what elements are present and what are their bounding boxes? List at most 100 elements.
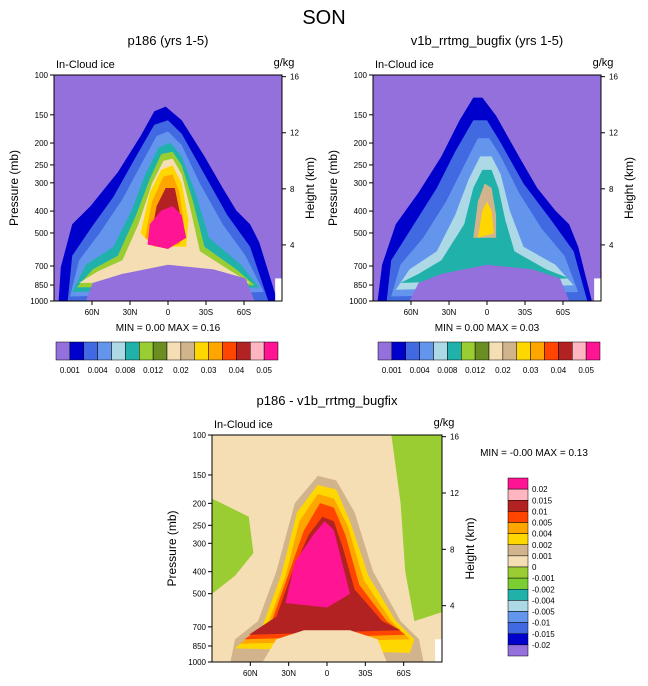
colorbar-swatch xyxy=(166,341,182,361)
x-tick-label: 30N xyxy=(281,669,296,678)
colorbar-label: -0.004 xyxy=(532,596,555,605)
colorbar-label: 0.001 xyxy=(532,552,553,561)
colorbar-label: -0.005 xyxy=(532,608,555,617)
y-tick-label: 100 xyxy=(35,71,49,80)
y-tick-label: 150 xyxy=(354,111,368,120)
colorbar-label: 0.03 xyxy=(201,366,217,375)
colorbar-swatch xyxy=(208,341,223,361)
colorbar-swatch xyxy=(447,341,462,361)
colorbar-label: 0.04 xyxy=(229,366,245,375)
height-tick-label: 4 xyxy=(609,241,614,250)
y-axis-label: Pressure (mb) xyxy=(165,510,179,586)
y-tick-label: 250 xyxy=(354,161,368,170)
colorbar-label: -0.001 xyxy=(532,574,555,583)
units-label: g/kg xyxy=(593,57,614,69)
colorbar-swatch xyxy=(507,488,529,501)
colorbar-swatch xyxy=(507,511,529,523)
right-axis-label: Height (km) xyxy=(622,157,636,219)
colorbar-label: 0.005 xyxy=(532,519,553,528)
x-tick-label: 30S xyxy=(518,308,532,317)
colorbar-swatch xyxy=(507,477,529,490)
colorbar-label: 0.02 xyxy=(173,366,189,375)
height-tick-label: 12 xyxy=(609,129,618,138)
variable-label: In-Cloud ice xyxy=(56,59,115,71)
y-tick-label: 850 xyxy=(35,281,49,290)
contour-band xyxy=(212,498,254,594)
topography-mask xyxy=(435,639,442,662)
y-tick-label: 1000 xyxy=(188,658,206,667)
colorbar-swatch xyxy=(507,555,529,568)
panel-title: p186 - v1b_rrtmg_bugfix xyxy=(257,393,398,408)
colorbar-label: 0.01 xyxy=(532,507,548,516)
panel-a: p186 (yrs 1-5) In-Cloud ice g/kg 100 150 200 2… xyxy=(7,33,317,375)
y-tick-label: 150 xyxy=(193,471,207,480)
contour-band xyxy=(391,435,442,622)
panel-title: v1b_rrtmg_bugfix (yrs 1-5) xyxy=(411,33,563,48)
colorbar-swatch xyxy=(507,611,529,623)
figure-title: SON xyxy=(302,7,345,29)
contour-band xyxy=(285,521,350,608)
colorbar-swatch xyxy=(377,341,393,361)
panel-b: v1b_rrtmg_bugfix (yrs 1-5) In-Cloud ice g/… xyxy=(326,33,636,375)
colorbar-label: 0.004 xyxy=(410,366,431,375)
y-tick-label: 700 xyxy=(35,262,49,271)
colorbar-swatch xyxy=(69,341,84,361)
contour-band xyxy=(409,264,570,301)
colorbar-label: 0.05 xyxy=(256,366,272,375)
y-tick-label: 200 xyxy=(193,499,207,508)
colorbar-label: 0.002 xyxy=(532,541,553,550)
colorbar-label: -0.002 xyxy=(532,585,555,594)
colorbar-label: 0.012 xyxy=(143,366,164,375)
colorbar-label: -0.015 xyxy=(532,630,555,639)
contour-band xyxy=(477,201,494,238)
y-tick-label: 400 xyxy=(354,207,368,216)
stats-text: MIN = 0.00 MAX = 0.16 xyxy=(116,323,221,334)
colorbar-swatch xyxy=(405,341,420,361)
height-tick-label: 8 xyxy=(290,185,295,194)
contour-band xyxy=(262,630,387,662)
x-tick-label: 60S xyxy=(556,308,570,317)
x-tick-label: 30S xyxy=(358,669,372,678)
colorbar-swatch xyxy=(507,633,529,646)
colorbar-label: 0.03 xyxy=(523,366,539,375)
contour-band xyxy=(147,206,187,249)
y-tick-label: 500 xyxy=(35,229,49,238)
colorbar-swatch xyxy=(263,341,279,361)
colorbar-swatch xyxy=(97,341,112,361)
x-tick-label: 0 xyxy=(485,308,490,317)
colorbar-label: 0.02 xyxy=(495,366,511,375)
colorbar-swatch xyxy=(222,341,237,361)
colorbar-swatch xyxy=(139,341,154,361)
colorbar-swatch xyxy=(507,522,529,534)
colorbar-swatch xyxy=(585,341,601,361)
height-tick-label: 12 xyxy=(450,489,459,498)
height-tick-label: 16 xyxy=(609,73,618,82)
y-tick-label: 200 xyxy=(354,139,368,148)
height-tick-label: 16 xyxy=(290,73,299,82)
height-tick-label: 16 xyxy=(450,433,459,442)
contour-field xyxy=(373,75,601,301)
y-tick-label: 500 xyxy=(354,229,368,238)
colorbar-swatch xyxy=(530,341,545,361)
colorbar-swatch xyxy=(507,644,529,657)
y-axis-label: Pressure (mb) xyxy=(7,150,21,226)
y-tick-label: 250 xyxy=(35,161,49,170)
right-axis-label: Height (km) xyxy=(303,157,317,219)
colorbar-swatch xyxy=(55,341,71,361)
x-tick-label: 30N xyxy=(442,308,457,317)
x-tick-label: 0 xyxy=(325,669,330,678)
colorbar-swatch xyxy=(236,341,251,361)
y-tick-label: 850 xyxy=(193,642,207,651)
colorbar-label: 0.008 xyxy=(437,366,458,375)
y-axis-label: Pressure (mb) xyxy=(326,150,340,226)
colorbar-swatch xyxy=(507,589,529,601)
x-tick-label: 30S xyxy=(199,308,213,317)
y-tick-label: 300 xyxy=(35,179,49,188)
colorbar-swatch xyxy=(461,341,476,361)
colorbar-label: 0.012 xyxy=(465,366,486,375)
stats-text: MIN = -0.00 MAX = 0.13 xyxy=(480,448,588,459)
colorbar-label: 0.05 xyxy=(578,366,594,375)
colorbar-swatch xyxy=(572,341,587,361)
x-tick-label: 0 xyxy=(166,308,171,317)
topography-mask xyxy=(275,278,282,301)
